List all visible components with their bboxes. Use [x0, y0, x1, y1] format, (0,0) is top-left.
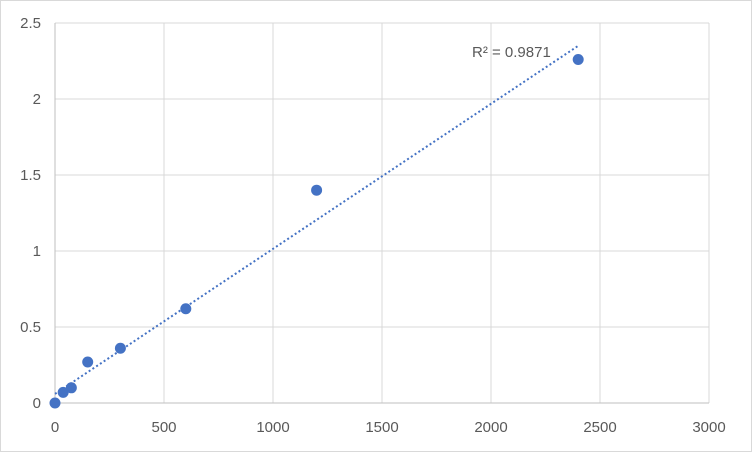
x-tick-label: 1000	[256, 419, 289, 436]
axis-layer	[54, 23, 709, 404]
x-tick-label: 2500	[583, 419, 616, 436]
data-point	[65, 382, 77, 394]
tick-labels: 0 0.5 1 1.5 2 2.5 0 500 1000 1500 2000 2500 3000	[20, 15, 726, 436]
trendline-layer	[54, 44, 579, 395]
data-point	[311, 184, 323, 196]
x-tick-label: 1500	[365, 419, 398, 436]
data-point	[82, 356, 94, 368]
y-tick-label: 1	[33, 243, 41, 260]
r-squared-annotation: R² = 0.9871	[472, 44, 551, 61]
y-tick-label: 1.5	[20, 167, 41, 184]
data-point	[572, 53, 584, 65]
x-tick-label: 2000	[474, 419, 507, 436]
linear-trendline	[54, 44, 579, 395]
x-tick-label: 500	[151, 419, 176, 436]
y-tick-label: 2.5	[20, 15, 41, 32]
data-points	[49, 53, 584, 409]
y-tick-label: 0.5	[20, 319, 41, 336]
data-point	[57, 386, 69, 398]
data-point	[49, 397, 61, 409]
x-tick-label: 3000	[692, 419, 725, 436]
grid-layer	[55, 22, 710, 403]
x-tick-label: 0	[51, 419, 59, 436]
data-point	[114, 342, 126, 354]
data-point	[180, 303, 192, 315]
y-tick-label: 2	[33, 91, 41, 108]
y-tick-label: 0	[33, 395, 41, 412]
